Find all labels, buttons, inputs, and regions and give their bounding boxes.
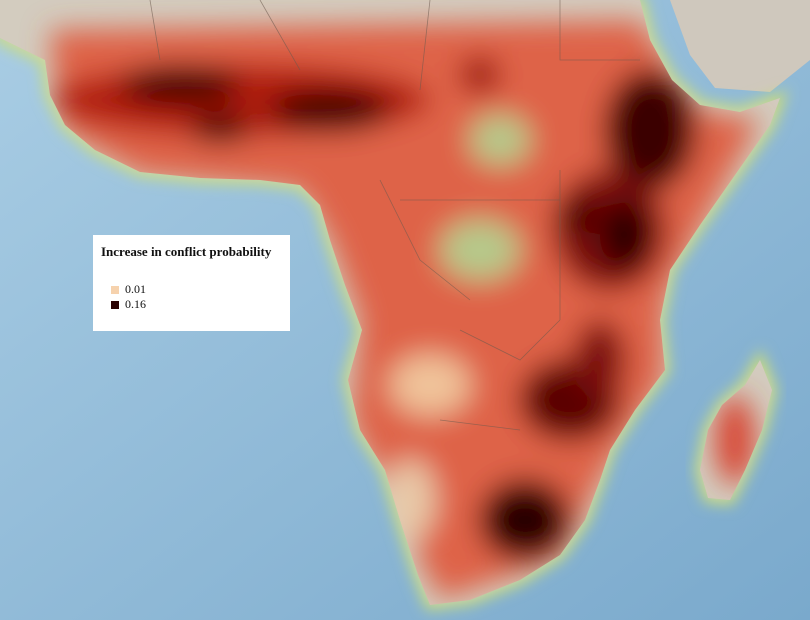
legend-label: 0.01 <box>125 282 146 296</box>
borders <box>149 0 640 431</box>
legend-swatch <box>111 285 119 294</box>
legend-title: Increase in conflict probability <box>101 244 272 259</box>
legend-item: 0.16 <box>111 297 282 312</box>
legend-label: 0.16 <box>125 297 146 311</box>
legend: Increase in conflict probability 0.01 0.… <box>93 235 290 331</box>
heat-layer <box>50 20 760 600</box>
legend-item: 0.01 <box>111 282 282 297</box>
arabia <box>670 0 810 92</box>
legend-swatch <box>111 300 119 309</box>
